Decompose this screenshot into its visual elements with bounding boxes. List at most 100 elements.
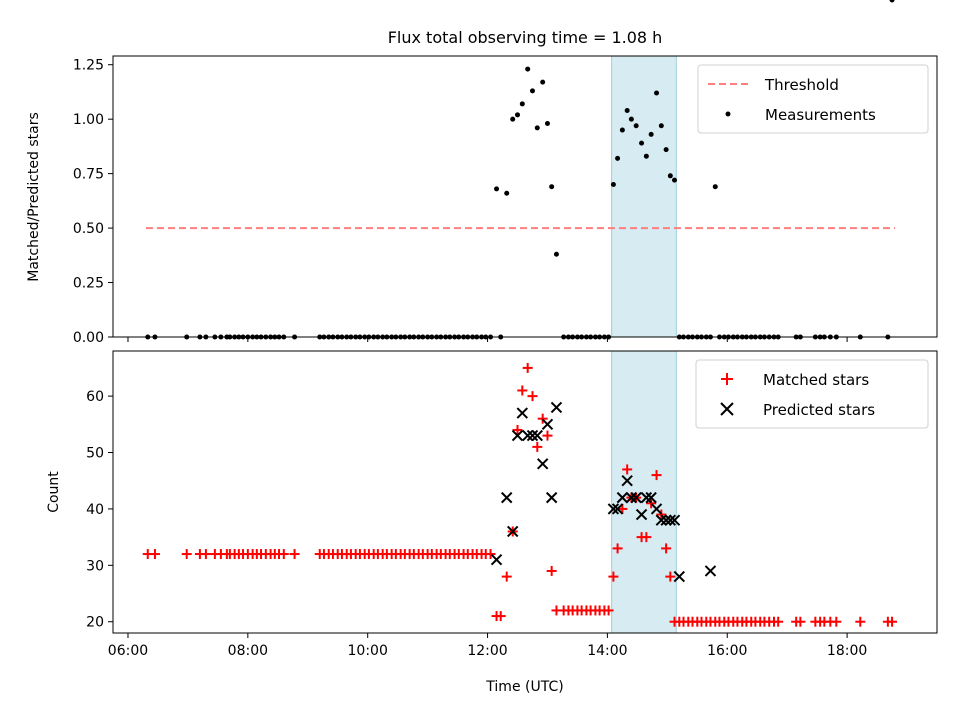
bottom-axis-ticks: 20 30 40 50 60 06:00 08:00 10:00 12:00 14:00 16:00… [86,389,867,659]
predicted-star-point [630,491,642,504]
measurement-point [549,184,555,190]
measurement-point [529,88,535,94]
matched-star-point [651,470,662,481]
x-tick-label: 08:00 [228,643,268,659]
observing-window-band [611,55,677,338]
bottom-plot-frame [112,350,938,634]
matched-star-point [546,565,557,576]
matched-star-point [617,503,628,514]
predicted-star-point [664,514,677,526]
matched-star-point [485,549,496,560]
x-tick-label: 18:00 [827,643,867,659]
measurement-point [628,116,634,122]
matched-star-point [517,385,528,396]
bottom-y-tick-label: 50 [86,446,104,462]
top-y-tick-label: 0.25 [73,276,104,292]
matched-star-point [527,391,538,402]
measurement-point [494,186,500,192]
matched-star-point [773,616,784,627]
matched-star-point [181,549,192,560]
predicted-star-point [511,429,524,442]
predicted-star-point [550,401,563,414]
x-tick-label: 10:00 [348,643,388,659]
predicted-star-point [616,491,629,504]
measurement-point [648,131,654,137]
predicted-star-point [668,514,681,526]
matched-star-point [641,532,652,543]
measurement-point [643,153,649,159]
measurement-point [540,79,546,85]
predicted-star-point [545,491,558,504]
measurement-point [610,182,616,188]
legend-matched-swatch [721,373,733,385]
measurement-point [624,107,630,113]
legend-threshold-label: Threshold [764,76,839,94]
predicted-star-point [490,553,503,566]
measurement-point [615,155,621,161]
matched-star-point [149,549,160,560]
top-y-tick-label: 0.00 [73,330,104,346]
top-series-layer [145,0,896,340]
top-legend: Threshold Measurements [697,64,929,134]
predicted-star-point [611,503,624,515]
matched-star-point [200,549,211,560]
legend-predicted-label: Predicted stars [763,401,875,419]
measurement-point [672,177,678,183]
measurement-point [639,140,645,146]
predicted-star-point [704,565,717,577]
bottom-legend: Matched stars Predicted stars [695,359,929,429]
measurement-point [515,112,521,118]
predicted-star-point [521,429,534,442]
bottom-y-tick-label: 20 [86,615,104,631]
matched-star-point [646,498,657,509]
top-axis-ticks: 0.00 0.25 0.50 0.75 1.00 1.25 [73,58,848,346]
measurement-point [510,116,516,122]
measurement-point [633,123,639,129]
predicted-star-point [526,429,539,442]
legend-predicted-swatch [720,402,734,416]
measurement-point [663,147,669,153]
matched-star-point [855,616,866,627]
top-y-tick-label: 0.75 [73,167,104,183]
predicted-star-point [635,508,648,521]
predicted-star-point [541,418,554,431]
predicted-star-point [673,570,686,583]
measurement-point [667,173,673,179]
predicted-star-point [531,429,543,442]
predicted-star-point [501,491,513,504]
measurement-point [525,66,531,72]
observing-window-band [611,350,677,634]
matched-star-point [512,424,523,435]
top-plot-frame [112,55,938,338]
legend-matched-label: Matched stars [763,371,869,389]
observing-window-shade-bottom [611,350,677,634]
predicted-star-point [640,491,653,504]
matched-star-point [612,543,623,554]
measurement-point [504,190,510,196]
top-y-tick-label: 1.00 [73,112,104,128]
top-y-tick-label: 0.50 [73,221,104,237]
predicted-star-point [621,475,633,487]
matched-star-point [887,616,898,627]
measurement-point [519,101,525,107]
observing-window-shade-top [611,55,677,338]
bottom-panel: 20 30 40 50 60 06:00 08:00 10:00 12:00 14:00 16:00… [46,350,938,695]
measurement-point [534,125,540,131]
top-panel: 0.00 0.25 0.50 0.75 1.00 1.25 Matched/Predict… [26,0,938,346]
matched-star-point [537,413,548,424]
bottom-series-layer [142,362,898,627]
matched-star-point [603,605,614,616]
matched-star-point [661,543,672,554]
bottom-legend-box [695,359,929,429]
predicted-star-point [655,514,668,526]
predicted-star-point [607,503,620,515]
matched-star-point [278,549,289,560]
measurement-point [553,251,559,257]
measurement-point [619,127,625,133]
matched-star-point [542,430,553,441]
top-legend-box [697,64,929,134]
predicted-star-point [660,514,672,526]
x-tick-label: 16:00 [707,643,747,659]
bottom-y-tick-label: 60 [86,389,104,405]
